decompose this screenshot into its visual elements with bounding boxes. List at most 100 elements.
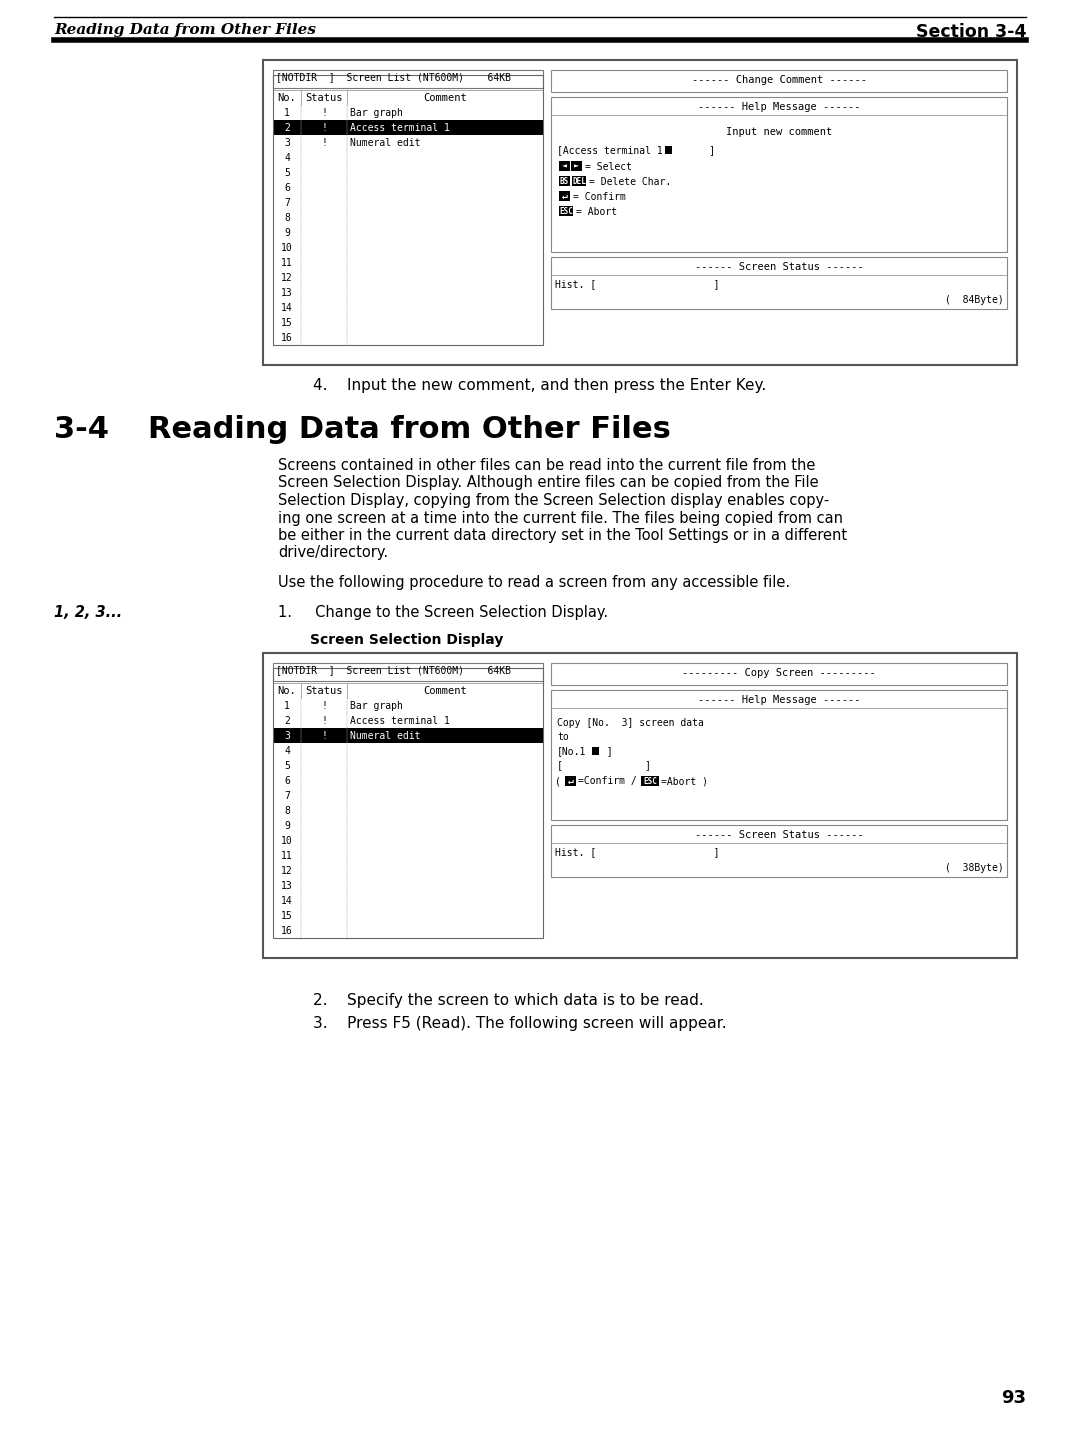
Bar [273, 788, 543, 804]
Bar [273, 878, 543, 893]
Bar [273, 893, 543, 908]
Text: !: ! [321, 108, 327, 118]
Bar [273, 255, 543, 270]
Text: 15: 15 [281, 911, 293, 921]
Bar [273, 804, 543, 818]
Bar [642, 776, 659, 786]
Bar [273, 240, 543, 255]
Text: !: ! [321, 730, 327, 740]
Text: 15: 15 [281, 319, 293, 329]
Text: = Delete Char.: = Delete Char. [589, 177, 672, 187]
Bar [551, 98, 1007, 253]
Text: 4: 4 [284, 746, 289, 756]
Text: 3.    Press F5 (Read). The following screen will appear.: 3. Press F5 (Read). The following screen… [313, 1016, 727, 1030]
Text: 4: 4 [284, 154, 289, 164]
Bar [273, 316, 543, 330]
Text: [Access terminal 1: [Access terminal 1 [557, 145, 663, 155]
Bar [665, 146, 672, 154]
Text: Numeral edit: Numeral edit [350, 730, 420, 740]
Bar [273, 908, 543, 923]
Text: Input new comment: Input new comment [726, 128, 832, 136]
Text: 13: 13 [281, 881, 293, 891]
Text: ◄: ◄ [562, 162, 567, 171]
Bar [273, 818, 543, 832]
Bar [264, 60, 1017, 364]
Text: ESC: ESC [559, 207, 572, 215]
Text: 3: 3 [284, 730, 289, 740]
Bar [273, 70, 543, 88]
Text: 14: 14 [281, 303, 293, 313]
Text: 1: 1 [284, 702, 289, 710]
Bar [551, 257, 1007, 309]
Text: (  84Byte): ( 84Byte) [945, 296, 1004, 306]
Text: Reading Data from Other Files: Reading Data from Other Files [54, 23, 316, 37]
Text: BS: BS [559, 177, 569, 185]
Bar [572, 177, 586, 187]
Bar [273, 286, 543, 300]
Bar [273, 330, 543, 344]
Text: [No.1: [No.1 [557, 746, 586, 756]
Text: [NOTDIR  ]  Screen List (NT600M)    64KB: [NOTDIR ] Screen List (NT600M) 64KB [276, 72, 511, 82]
Bar [551, 70, 1007, 92]
Text: [NOTDIR  ]  Screen List (NT600M)    64KB: [NOTDIR ] Screen List (NT600M) 64KB [276, 664, 511, 674]
Text: 3: 3 [284, 138, 289, 148]
Text: Numeral edit: Numeral edit [350, 138, 420, 148]
Text: 12: 12 [281, 273, 293, 283]
Text: ing one screen at a time into the current file. The files being copied from can: ing one screen at a time into the curren… [278, 511, 843, 525]
Text: 12: 12 [281, 865, 293, 875]
Text: ↵: ↵ [562, 191, 567, 201]
Bar [565, 776, 576, 786]
Text: No.: No. [278, 686, 296, 696]
Text: 7: 7 [284, 791, 289, 801]
Text: Bar graph: Bar graph [350, 702, 403, 710]
Bar [273, 832, 543, 848]
Text: !: ! [321, 716, 327, 726]
Bar [571, 161, 582, 171]
Text: Section 3-4: Section 3-4 [916, 23, 1026, 42]
Bar [273, 862, 543, 878]
Bar [551, 825, 1007, 877]
Text: 8: 8 [284, 212, 289, 222]
Text: 8: 8 [284, 806, 289, 817]
Text: ►: ► [573, 162, 579, 171]
Text: Selection Display, copying from the Screen Selection display enables copy-: Selection Display, copying from the Scre… [278, 494, 829, 508]
Bar [273, 90, 543, 105]
Text: 16: 16 [281, 926, 293, 936]
Text: 11: 11 [281, 851, 293, 861]
Text: 2: 2 [284, 716, 289, 726]
Text: Screen Selection Display. Although entire files can be copied from the File: Screen Selection Display. Although entir… [278, 475, 819, 491]
Text: 10: 10 [281, 837, 293, 847]
Text: 11: 11 [281, 258, 293, 268]
Bar [273, 195, 543, 210]
Text: Screen Selection Display: Screen Selection Display [310, 633, 503, 647]
Bar [559, 161, 570, 171]
Text: 93: 93 [1001, 1389, 1026, 1406]
Bar [559, 191, 570, 201]
Text: ------ Help Message ------: ------ Help Message ------ [698, 102, 861, 112]
Text: 5: 5 [284, 761, 289, 771]
Text: 1.     Change to the Screen Selection Display.: 1. Change to the Screen Selection Displa… [278, 606, 608, 620]
Text: ↵: ↵ [568, 776, 573, 786]
Bar [559, 177, 570, 187]
Text: Hist. [                    ]: Hist. [ ] [555, 278, 719, 288]
Text: Reading Data from Other Files: Reading Data from Other Files [148, 415, 671, 443]
Bar [273, 669, 543, 938]
Text: = Select: = Select [585, 162, 632, 172]
Text: No.: No. [278, 93, 296, 103]
Text: !: ! [321, 138, 327, 148]
Bar [273, 743, 543, 758]
Bar [264, 653, 1017, 959]
Text: Comment: Comment [423, 686, 467, 696]
Text: = Confirm: = Confirm [573, 192, 626, 202]
Bar [273, 697, 543, 713]
Bar [273, 135, 543, 151]
Bar [592, 748, 599, 755]
Text: Status: Status [306, 686, 342, 696]
Bar [273, 225, 543, 240]
Text: = Abort: = Abort [576, 207, 617, 217]
Text: ]: ] [674, 145, 715, 155]
Bar [559, 207, 573, 217]
Text: Access terminal 1: Access terminal 1 [350, 716, 450, 726]
Text: =Confirm /: =Confirm / [578, 776, 643, 786]
Bar [273, 151, 543, 165]
